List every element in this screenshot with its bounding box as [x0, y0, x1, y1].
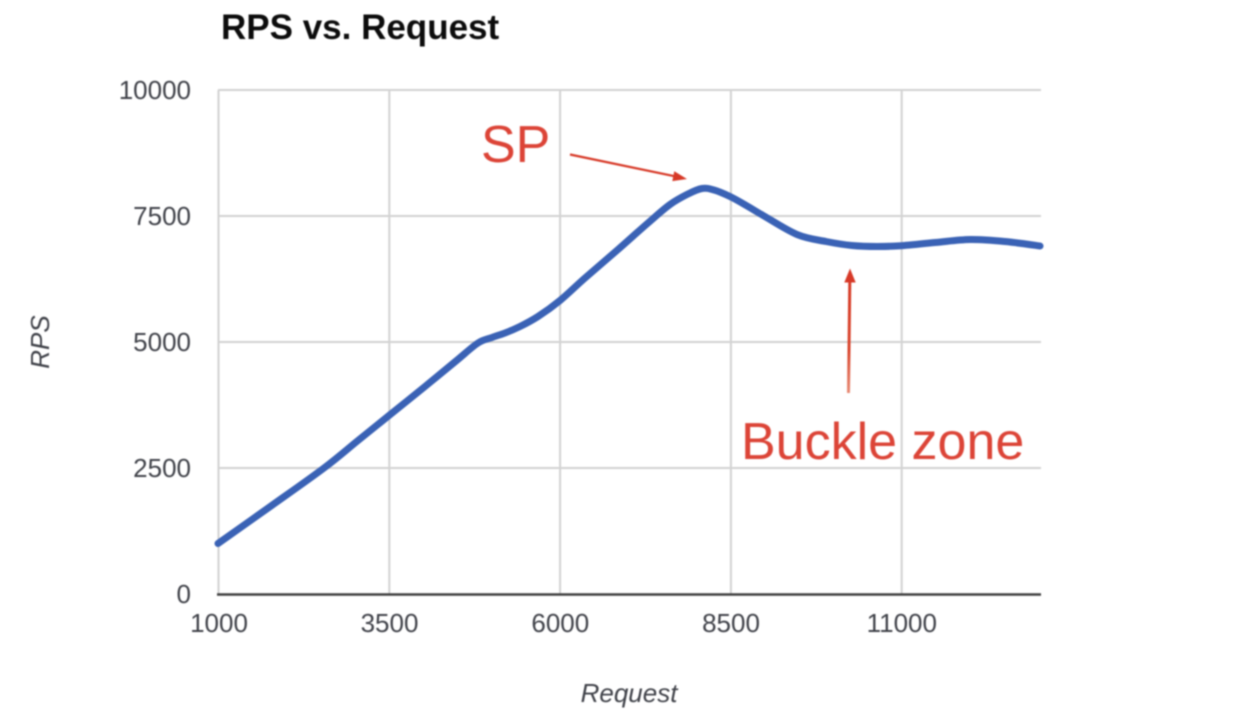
svg-text:6000: 6000	[531, 608, 589, 638]
svg-text:SP: SP	[481, 116, 550, 174]
svg-text:2500: 2500	[133, 453, 191, 483]
svg-text:0: 0	[177, 579, 191, 609]
svg-text:10000: 10000	[119, 75, 191, 105]
svg-text:Buckle zone: Buckle zone	[741, 413, 1024, 471]
svg-text:1000: 1000	[190, 608, 248, 638]
svg-text:Request: Request	[581, 678, 680, 708]
svg-text:11000: 11000	[867, 608, 937, 638]
svg-text:3500: 3500	[361, 608, 419, 638]
svg-text:5000: 5000	[133, 327, 191, 357]
svg-text:7500: 7500	[133, 201, 191, 231]
svg-text:8500: 8500	[702, 608, 760, 638]
svg-text:RPS vs. Request: RPS vs. Request	[221, 8, 499, 47]
svg-text:RPS: RPS	[25, 315, 55, 369]
